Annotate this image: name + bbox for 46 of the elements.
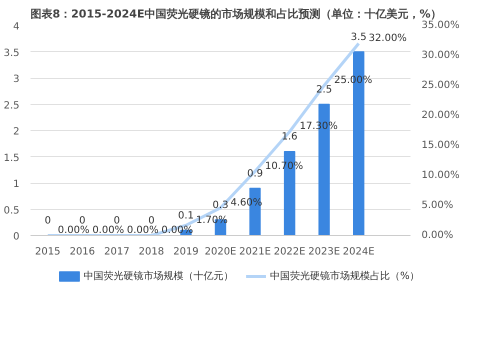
y2-tick-label: 10.00% — [422, 170, 460, 181]
data-label: 2.5 — [316, 84, 332, 96]
y-tick-label: 1.5 — [4, 152, 20, 164]
y-tick-label: 1 — [13, 179, 20, 190]
x-tick-label: 2024E — [342, 246, 375, 258]
x-tick-label: 2022E — [274, 246, 306, 258]
data-label: 1.6 — [282, 132, 298, 142]
x-tick-label: 2019 — [173, 246, 199, 258]
y-tick-label: 2.5 — [4, 100, 20, 112]
y-tick-label: 3.5 — [4, 48, 20, 59]
x-tick-label: 2017 — [104, 246, 130, 258]
x-tick-label: 2016 — [70, 246, 96, 258]
data-label: 3.5 — [350, 32, 367, 43]
data-label: 0.00% — [126, 225, 159, 236]
data-label: 0.00% — [92, 225, 124, 236]
data-label: 0.00% — [161, 225, 194, 236]
data-label: 0.1 — [178, 210, 194, 222]
y-tick-label: 4 — [13, 22, 20, 32]
legend-label: 中国荧光硬镜市场规模占比（%） — [270, 270, 420, 282]
data-label: 0.9 — [247, 168, 263, 180]
data-label: 0 — [44, 216, 51, 226]
y-tick-label: 0 — [13, 232, 20, 242]
data-label: 1.70% — [196, 214, 228, 226]
x-tick-label: 2018 — [138, 246, 164, 258]
y2-tick-label: 25.00% — [422, 80, 460, 91]
y2-tick-label: 5.00% — [422, 200, 454, 211]
y2-tick-label: 20.00% — [422, 110, 460, 121]
legend-label: 中国荧光硬镜市场规模（十亿元） — [84, 270, 234, 282]
x-tick-label: 2021E — [239, 246, 271, 258]
y2-tick-label: 0.00% — [422, 230, 454, 241]
data-label: 0.00% — [58, 225, 90, 236]
y2-tick-label: 35.00% — [422, 20, 460, 31]
chart-title: 图表8：2015-2024E中国荧光硬镜的市场规模和占比预测（单位：十亿美元，%） — [30, 8, 442, 20]
data-label: 0.3 — [212, 200, 228, 211]
y2-tick-label: 15.00% — [422, 140, 460, 151]
data-label: 0 — [148, 216, 155, 226]
y-tick-label: 2 — [13, 126, 20, 138]
x-tick-label: 2020E — [204, 246, 236, 258]
data-label: 32.00% — [368, 33, 407, 44]
x-tick-label: 2015 — [35, 246, 60, 258]
data-label: 0 — [79, 216, 86, 226]
y-tick-label: 3 — [13, 74, 20, 85]
x-tick-label: 2023E — [308, 246, 340, 258]
data-label: 0 — [114, 216, 120, 226]
y-tick-label: 0.5 — [4, 205, 20, 216]
y2-tick-label: 30.00% — [422, 50, 460, 61]
